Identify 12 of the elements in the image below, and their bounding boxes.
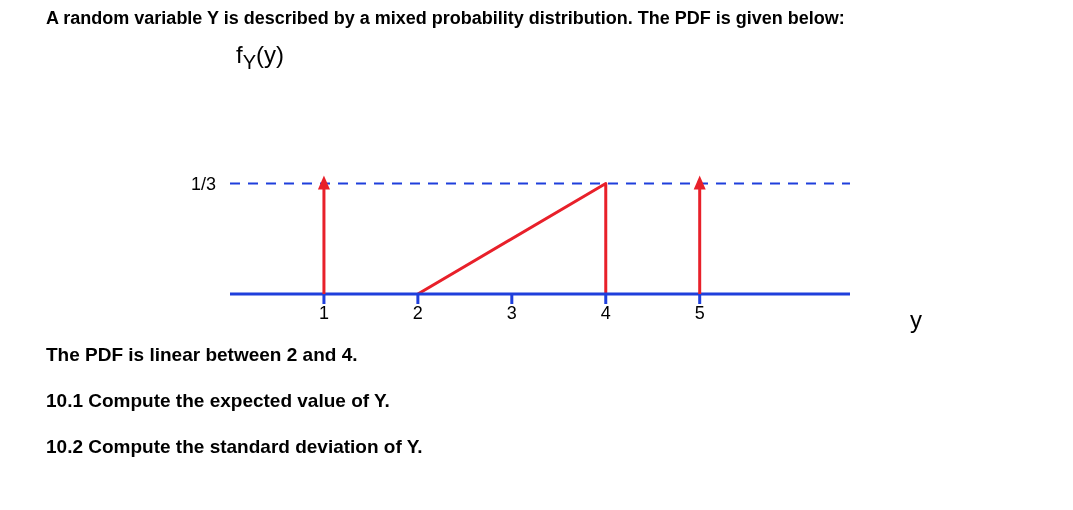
text: The PDF is linear between 2 and 4. — [46, 344, 359, 366]
ref-line-label: 1/3 — [190, 173, 216, 194]
x-tick-label: 4 — [600, 302, 611, 323]
text: 10.2 Compute the standard deviation of Y. — [46, 436, 424, 458]
x-axis-title: y — [910, 305, 922, 333]
x-tick-label: 3 — [506, 302, 517, 323]
y-axis-title: f$_{Y}$(y) — [236, 41, 284, 74]
x-tick-label: 5 — [694, 302, 705, 323]
x-tick-label: 1 — [318, 302, 329, 323]
chart-title: A random variable Y is described by a mixed probability distribution. The PDF is given below: — [46, 8, 846, 29]
x-tick-label: 2 — [412, 302, 423, 323]
text: 10.1 Compute the expected value of Y. — [46, 390, 391, 412]
